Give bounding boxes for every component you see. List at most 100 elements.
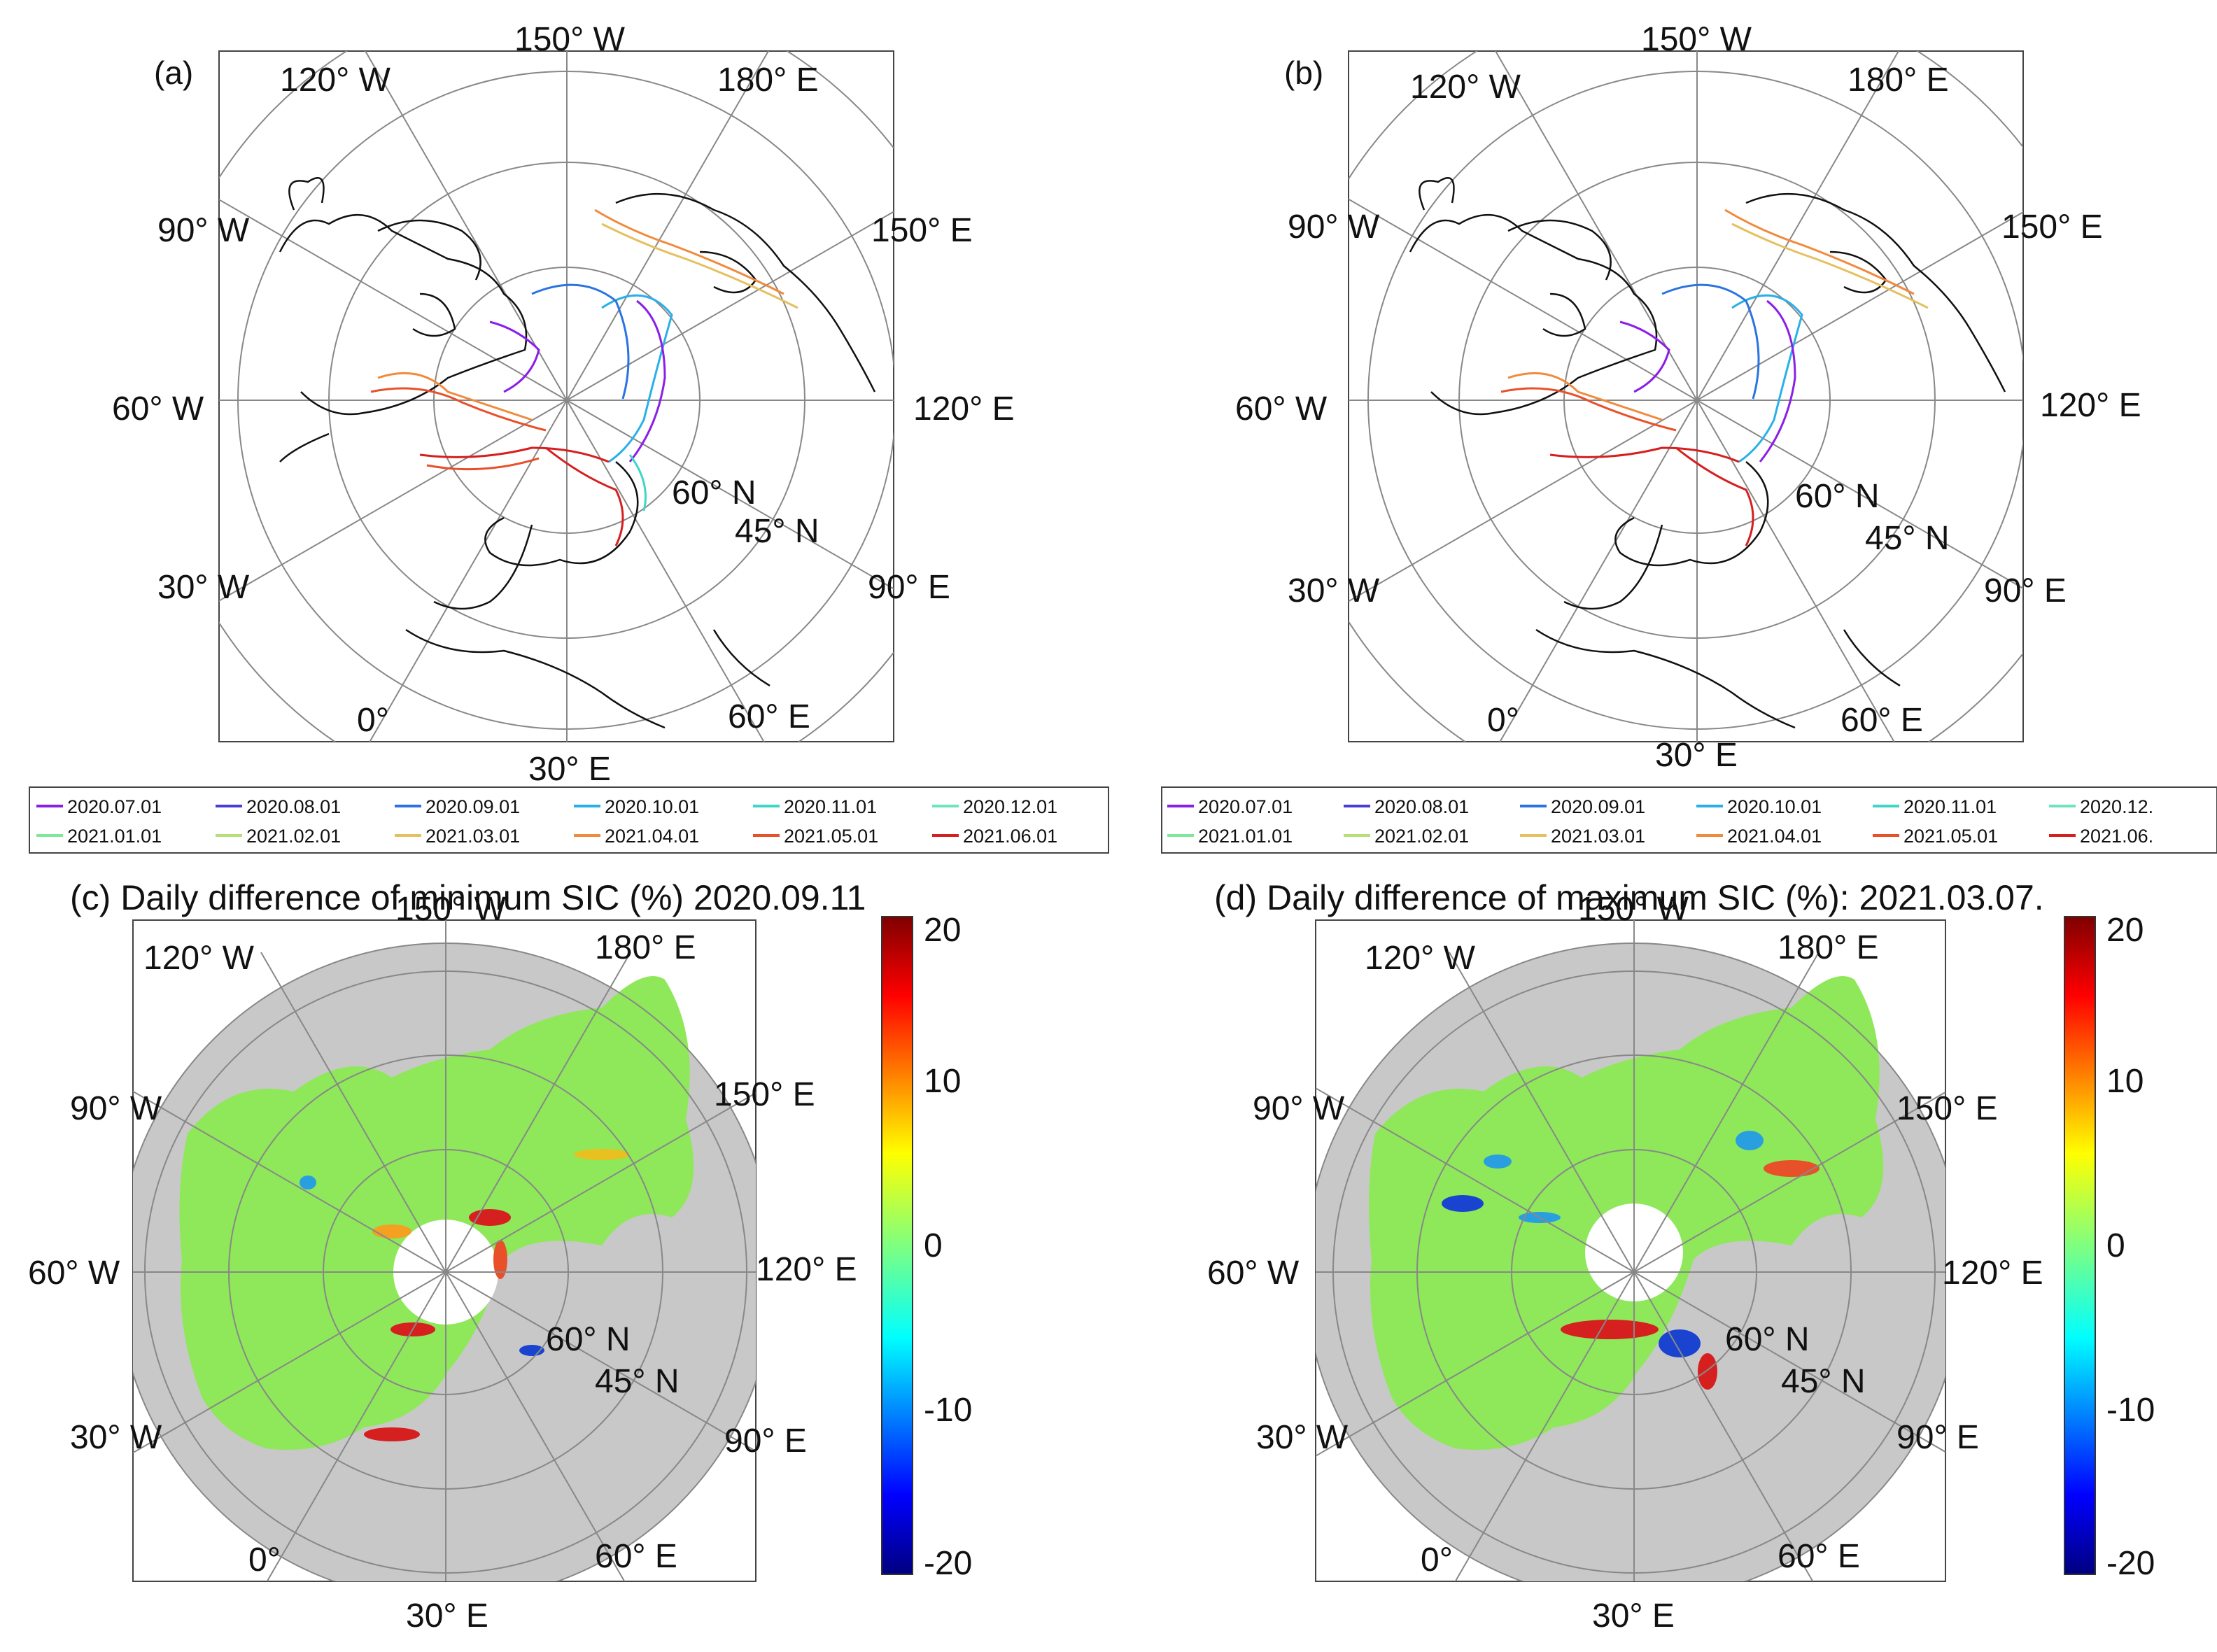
legend-panel-b: 2020.07.01 2020.08.01 2020.09.01 2020.10.01… — [1161, 786, 2217, 854]
legend-label: 2021.06.01 — [963, 826, 1057, 847]
legend-label: 2021.04.01 — [1727, 826, 1822, 847]
legend-label: 2021.02.01 — [1374, 826, 1469, 847]
colorbar-tick-label: 20 — [2106, 912, 2144, 949]
polar-grid — [133, 920, 756, 1581]
lon-label: 150° E — [1896, 1090, 1998, 1127]
legend-box — [1161, 786, 2217, 854]
ice-edge-contours — [1500, 209, 1929, 546]
panel-letter: (a) — [154, 55, 193, 91]
lon-label: 60° W — [112, 390, 204, 428]
legend-label: 2021.05.01 — [784, 826, 878, 847]
legend-label: 2020.10.01 — [1727, 796, 1822, 817]
lon-label: 60° E — [595, 1538, 677, 1575]
legend-label: 2020.11.01 — [784, 796, 877, 817]
colorbar-tick-label: 0 — [2106, 1227, 2125, 1264]
lon-label: 180° E — [1778, 929, 1879, 966]
legend-label: 2021.03.01 — [1551, 826, 1645, 847]
lon-label: 0° — [248, 1541, 281, 1579]
lon-label: 60° W — [1207, 1255, 1300, 1292]
lon-labels: 150° W 180° E 150° E 120° E 90° E 60° E … — [112, 21, 1015, 788]
lon-label: 30° E — [1655, 737, 1738, 774]
panel-title: (c) Daily difference of minimum SIC (%) … — [70, 878, 866, 917]
coastlines — [279, 177, 876, 729]
legend-label: 2020.07.01 — [1198, 796, 1293, 817]
colorbar-tick-label: 10 — [924, 1063, 961, 1100]
lon-label: 120° W — [1410, 69, 1521, 106]
panel-b-map: (b) 150° W 180° E 150° E 120° E 90° E 60… — [1235, 21, 2141, 774]
lon-label: 30° W — [1256, 1419, 1349, 1456]
lon-label: 120° E — [756, 1251, 857, 1288]
lat-label: 60° N — [1795, 478, 1880, 515]
lon-label: 180° E — [717, 62, 819, 99]
lat-labels: 60° N 45° N — [1795, 478, 1950, 557]
lon-label: 90° W — [1288, 209, 1380, 246]
colorbar-tick-label: -10 — [2106, 1392, 2155, 1429]
panel-title: (d) Daily difference of maximum SIC (%):… — [1214, 878, 2044, 917]
lon-label: 150° E — [871, 212, 973, 249]
lat-label: 45° N — [1781, 1363, 1866, 1400]
legend-entries: 2020.07.01 2020.08.01 2020.09.01 2020.10.01… — [36, 796, 1057, 847]
lon-label: 120° W — [280, 62, 391, 99]
lon-label: 150° W — [395, 891, 507, 928]
lon-label: 0° — [357, 702, 389, 739]
colorbar-ticks: 20 10 0 -10 -20 — [2106, 912, 2155, 1582]
lon-label: 30° W — [70, 1419, 162, 1456]
lon-label: 30° E — [406, 1597, 488, 1635]
lat-label: 45° N — [595, 1363, 680, 1400]
lon-label: 120° W — [143, 940, 255, 977]
lon-label: 120° E — [1942, 1255, 2043, 1292]
legend-label: 2020.11.01 — [1903, 796, 1997, 817]
lon-label: 150° E — [2001, 209, 2103, 246]
lon-label: 120° E — [913, 390, 1015, 428]
map-frame — [1348, 50, 2024, 742]
legend-label: 2021.05.01 — [1903, 826, 1998, 847]
lat-labels: 60° N 45° N — [672, 474, 819, 550]
lon-labels: 150° W 180° E 150° E 120° E 90° E 60° E … — [1235, 21, 2141, 774]
map-frame — [218, 50, 894, 742]
colorbar-tick-label: 20 — [924, 912, 961, 949]
lon-label: 0° — [1487, 702, 1519, 739]
legend-label: 2021.01.01 — [1198, 826, 1293, 847]
lon-label: 90° E — [724, 1422, 807, 1460]
lon-label: 60° W — [1235, 390, 1328, 428]
legend-label: 2020.09.01 — [1551, 796, 1645, 817]
lon-label: 60° W — [28, 1255, 120, 1292]
lon-label: 60° E — [1841, 702, 1923, 739]
legend-entries: 2020.07.01 2020.08.01 2020.09.01 2020.10.01… — [1167, 796, 2153, 847]
legend-label: 2021.01.01 — [67, 826, 162, 847]
colorbar-gradient — [881, 916, 913, 1575]
legend-label: 2020.12.01 — [963, 796, 1057, 817]
lon-label: 60° E — [728, 698, 810, 735]
lon-label: 30° W — [1288, 572, 1380, 609]
panel-a-map: (a) 150° W 180° E 150° E 120° E 90° E 60… — [112, 21, 1015, 788]
legend-label: 2021.02.01 — [246, 826, 341, 847]
lon-label: 30° E — [1592, 1597, 1675, 1635]
lon-label: 30° E — [528, 751, 611, 788]
lon-label: 180° E — [595, 929, 696, 966]
lat-label: 45° N — [735, 513, 819, 550]
lon-label: 0° — [1421, 1541, 1453, 1579]
lon-labels: 150° W 180° E 150° E 120° E 90° E 60° E … — [1207, 891, 2043, 1635]
ocean-field — [179, 976, 694, 1450]
lat-labels: 60° N 45° N — [546, 1321, 680, 1400]
legend-label: 2020.08.01 — [1374, 796, 1469, 817]
colorbar-c: 20 10 0 -10 -20 — [881, 912, 972, 1582]
lon-label: 180° E — [1848, 62, 1949, 99]
legend-panel-a: 2020.07.01 2020.08.01 2020.09.01 2020.10.01… — [29, 786, 1109, 854]
colorbar-tick-label: -20 — [2106, 1545, 2155, 1582]
legend-box — [29, 786, 1109, 854]
lon-label: 90° E — [1984, 572, 2067, 609]
lon-label: 120° E — [2040, 387, 2141, 424]
polar-grid — [1349, 51, 2023, 742]
colorbar-tick-label: -20 — [924, 1545, 972, 1582]
legend-label: 2021.06. — [2080, 826, 2153, 847]
lon-label: 90° E — [868, 569, 950, 606]
lat-label: 45° N — [1865, 520, 1950, 557]
lon-label: 150° W — [514, 21, 626, 58]
lat-label: 60° N — [546, 1321, 631, 1358]
lat-label: 60° N — [672, 474, 756, 511]
lon-label: 120° W — [1365, 940, 1476, 977]
lon-label: 90° W — [1253, 1090, 1345, 1127]
lon-label: 90° W — [70, 1090, 162, 1127]
